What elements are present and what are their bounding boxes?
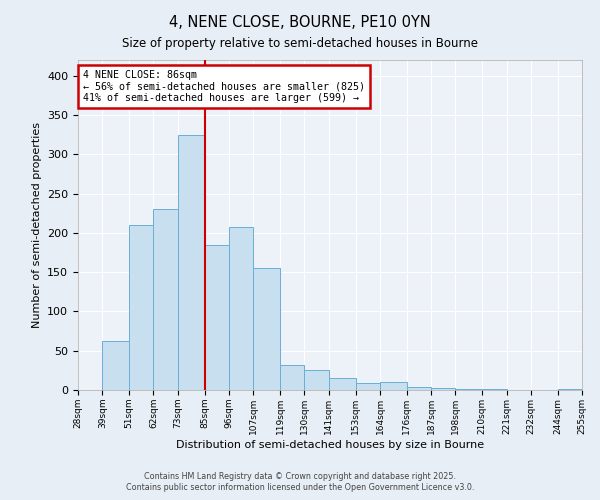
- Bar: [178, 134, 205, 390]
- X-axis label: Distribution of semi-detached houses by size in Bourne: Distribution of semi-detached houses by …: [176, 440, 484, 450]
- Bar: [482, 389, 506, 390]
- Bar: [356, 383, 380, 390]
- Text: 4, NENE CLOSE, BOURNE, PE10 0YN: 4, NENE CLOSE, BOURNE, PE10 0YN: [169, 15, 431, 30]
- Bar: [154, 210, 178, 390]
- Bar: [229, 228, 253, 390]
- Text: 4 NENE CLOSE: 86sqm
← 56% of semi-detached houses are smaller (825)
41% of semi-: 4 NENE CLOSE: 86sqm ← 56% of semi-detach…: [83, 70, 365, 103]
- Bar: [253, 268, 280, 390]
- Bar: [431, 388, 455, 390]
- Bar: [129, 225, 154, 390]
- Bar: [280, 365, 304, 390]
- Bar: [455, 389, 482, 390]
- Bar: [557, 389, 582, 390]
- Bar: [304, 370, 329, 390]
- Text: Size of property relative to semi-detached houses in Bourne: Size of property relative to semi-detach…: [122, 38, 478, 51]
- Y-axis label: Number of semi-detached properties: Number of semi-detached properties: [32, 122, 41, 328]
- Bar: [380, 382, 407, 390]
- Bar: [103, 342, 129, 390]
- Bar: [407, 387, 431, 390]
- Text: Contains HM Land Registry data © Crown copyright and database right 2025.
Contai: Contains HM Land Registry data © Crown c…: [126, 472, 474, 492]
- Bar: [205, 244, 229, 390]
- Bar: [329, 378, 356, 390]
